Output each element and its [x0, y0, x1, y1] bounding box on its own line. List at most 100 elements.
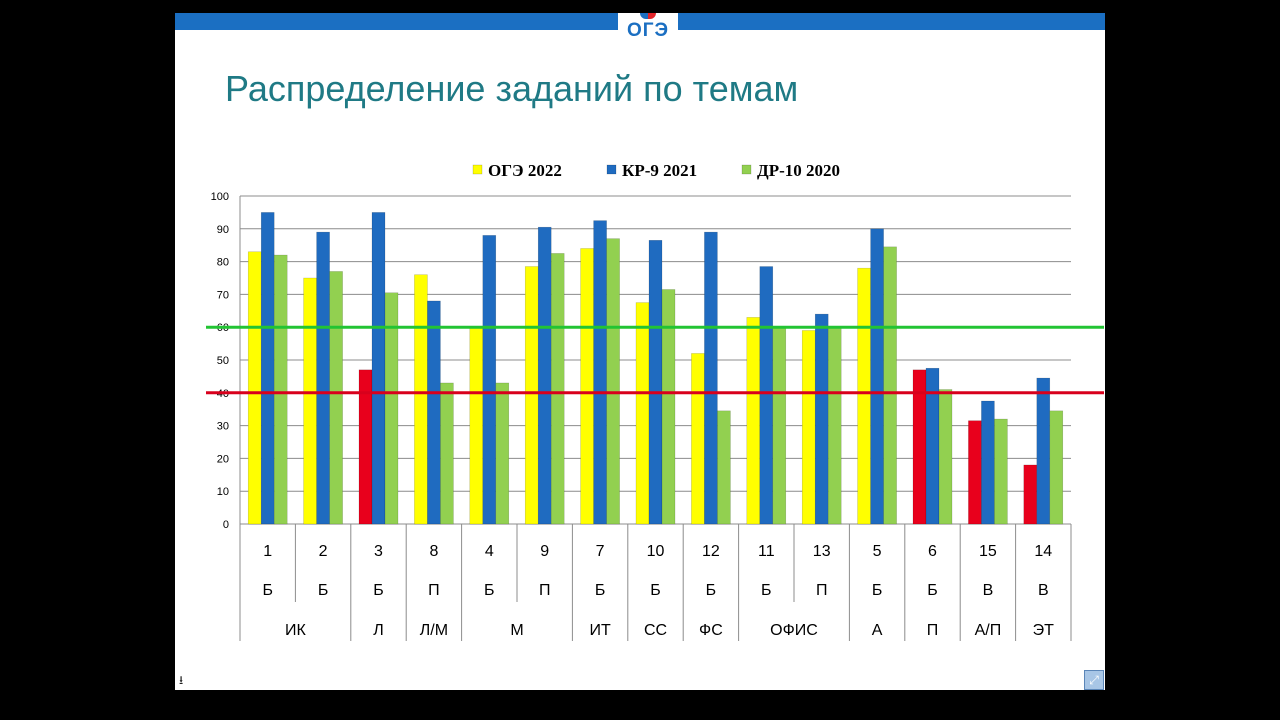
bar	[827, 326, 842, 525]
bar	[968, 420, 982, 525]
bar	[994, 418, 1008, 525]
group-label: СС	[644, 622, 667, 639]
level-label: Б	[872, 582, 883, 599]
group-label: ФС	[699, 622, 723, 639]
bar	[635, 302, 650, 525]
logo-mark-icon	[640, 13, 656, 19]
bar	[661, 289, 676, 525]
category-label: 13	[813, 543, 831, 560]
download-icon[interactable]: ⭳	[179, 673, 184, 687]
bar	[414, 274, 428, 525]
bar	[550, 253, 565, 525]
bar	[1049, 410, 1064, 525]
category-label: 9	[540, 543, 549, 560]
category-label: 4	[485, 543, 494, 560]
bar	[883, 246, 897, 525]
bar	[772, 326, 787, 525]
bar	[482, 235, 497, 525]
category-label: 11	[758, 543, 775, 560]
legend-swatch	[606, 164, 617, 175]
bar	[329, 271, 343, 525]
group-label: М	[510, 622, 523, 639]
bar	[1023, 464, 1038, 525]
bar	[495, 382, 510, 525]
level-label: Б	[650, 582, 661, 599]
logo-text: ОГЭ	[626, 20, 670, 41]
bar	[593, 220, 607, 525]
category-label: 2	[319, 543, 328, 560]
y-tick-label: 80	[217, 257, 229, 269]
category-label: 10	[647, 543, 665, 560]
group-label: Л	[373, 622, 384, 639]
group-label: А/П	[975, 622, 1002, 639]
legend-label: ДР-10 2020	[757, 161, 840, 180]
level-label: Б	[595, 582, 606, 599]
fullscreen-icon[interactable]: ⤢	[1084, 670, 1104, 690]
bar	[648, 240, 663, 525]
bar	[691, 353, 705, 525]
level-label: В	[983, 582, 994, 599]
category-label: 15	[979, 543, 997, 560]
bar	[316, 231, 330, 525]
oge-logo: ОГЭ	[618, 13, 678, 45]
bar	[704, 231, 718, 525]
bar	[759, 266, 774, 525]
category-label: 7	[596, 543, 605, 560]
bar	[260, 212, 275, 525]
bar	[717, 410, 731, 525]
group-label: ИТ	[589, 622, 611, 639]
bar	[440, 382, 454, 525]
group-label: ЭТ	[1033, 622, 1055, 639]
level-label: П	[428, 582, 440, 599]
bar	[981, 400, 995, 525]
bar	[303, 277, 317, 525]
category-label: 1	[263, 543, 272, 560]
group-label: ИК	[285, 622, 307, 639]
bar	[746, 317, 761, 525]
bar	[1036, 377, 1051, 525]
bar	[870, 228, 884, 525]
bar	[469, 326, 484, 525]
group-label: А	[872, 622, 883, 639]
level-label: Б	[318, 582, 329, 599]
y-tick-label: 50	[217, 355, 229, 367]
bar	[273, 254, 288, 525]
y-tick-label: 10	[217, 486, 229, 498]
level-label: Б	[761, 582, 772, 599]
bar	[371, 212, 386, 525]
group-label: П	[927, 622, 939, 639]
bar	[247, 251, 262, 525]
level-label: П	[816, 582, 828, 599]
bar	[814, 313, 829, 525]
bar	[427, 300, 441, 525]
y-tick-label: 0	[223, 519, 229, 531]
category-label: 6	[928, 543, 937, 560]
category-label: 5	[873, 543, 882, 560]
y-tick-label: 90	[217, 224, 229, 236]
bar	[857, 267, 871, 525]
level-label: Б	[484, 582, 495, 599]
y-tick-label: 30	[217, 421, 229, 433]
level-label: Б	[373, 582, 384, 599]
level-label: В	[1038, 582, 1049, 599]
bar	[801, 330, 816, 525]
legend-swatch	[741, 164, 752, 175]
group-label: ОФИС	[770, 622, 818, 639]
y-tick-label: 100	[211, 191, 229, 203]
category-label: 8	[429, 543, 438, 560]
level-label: Б	[706, 582, 717, 599]
bar	[524, 266, 539, 525]
slide-title: Распределение заданий по темам	[225, 68, 799, 109]
level-label: Б	[927, 582, 938, 599]
group-label: Л/М	[420, 622, 448, 639]
level-label: П	[539, 582, 551, 599]
legend-label: КР-9 2021	[622, 161, 697, 180]
bar	[384, 292, 399, 525]
y-tick-label: 70	[217, 289, 229, 301]
level-label: Б	[262, 582, 273, 599]
y-tick-label: 20	[217, 453, 229, 465]
bar	[537, 226, 552, 525]
category-label: 3	[374, 543, 383, 560]
legend-swatch	[472, 164, 483, 175]
